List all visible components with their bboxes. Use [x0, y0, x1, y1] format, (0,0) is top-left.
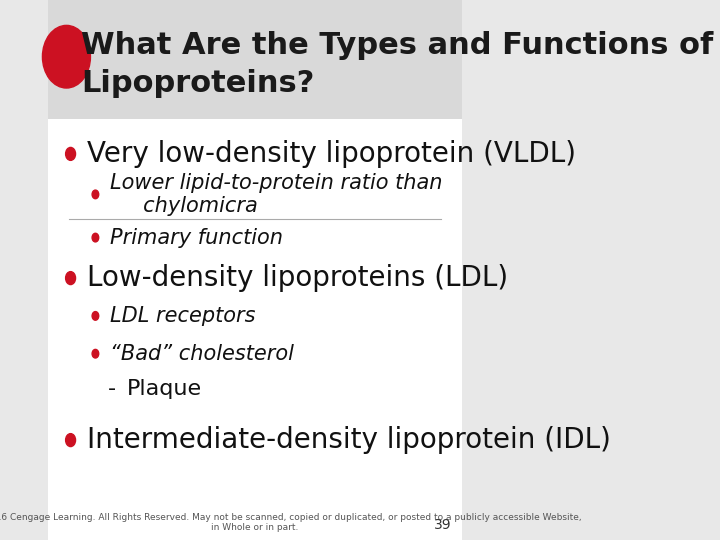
Circle shape [92, 233, 99, 242]
Text: LDL receptors: LDL receptors [110, 306, 256, 326]
Circle shape [66, 434, 76, 447]
Text: Primary function: Primary function [110, 227, 283, 248]
Circle shape [42, 25, 91, 88]
Text: What Are the Types and Functions of Various: What Are the Types and Functions of Vari… [81, 31, 720, 60]
Text: Plaque: Plaque [127, 379, 202, 399]
Text: Intermediate-density lipoprotein (IDL): Intermediate-density lipoprotein (IDL) [87, 426, 611, 454]
Text: Copyright ©2016 Cengage Learning. All Rights Reserved. May not be scanned, copie: Copyright ©2016 Cengage Learning. All Ri… [0, 513, 582, 532]
Text: -: - [108, 379, 116, 399]
Text: “Bad” cholesterol: “Bad” cholesterol [110, 343, 294, 364]
Circle shape [66, 147, 76, 160]
FancyBboxPatch shape [48, 119, 462, 540]
Circle shape [92, 190, 99, 199]
Text: Lipoproteins?: Lipoproteins? [81, 69, 315, 98]
Circle shape [92, 312, 99, 320]
Circle shape [66, 272, 76, 285]
FancyBboxPatch shape [48, 0, 462, 119]
Text: Very low-density lipoprotein (VLDL): Very low-density lipoprotein (VLDL) [87, 140, 576, 168]
Circle shape [92, 349, 99, 358]
Text: Lower lipid-to-protein ratio than
     chylomicra: Lower lipid-to-protein ratio than chylom… [110, 173, 442, 216]
Text: 39: 39 [433, 518, 451, 532]
Text: Low-density lipoproteins (LDL): Low-density lipoproteins (LDL) [87, 264, 508, 292]
